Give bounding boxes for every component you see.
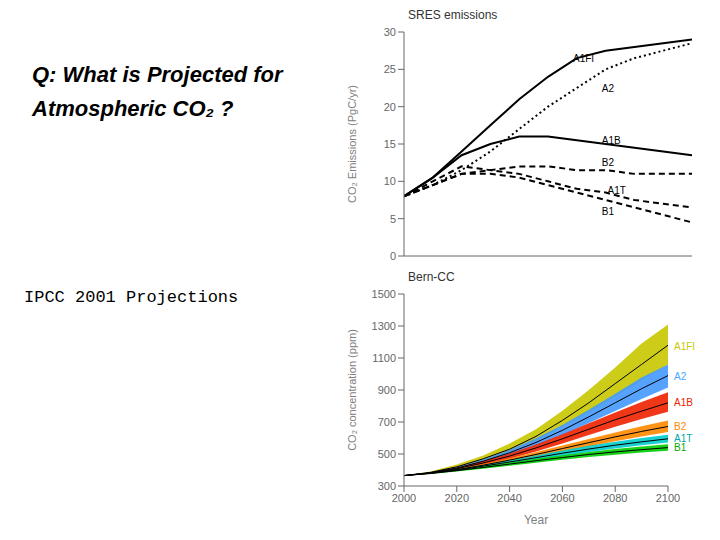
html-text:SRES emissions: SRES emissions	[408, 8, 498, 22]
svg-text:A2: A2	[674, 371, 687, 382]
svg-text:B1: B1	[602, 206, 615, 217]
svg-text:2000: 2000	[392, 492, 416, 504]
svg-text:A1FI: A1FI	[674, 341, 695, 352]
svg-text:CO₂ concentration (ppm): CO₂ concentration (ppm)	[346, 329, 358, 451]
svg-text:CO₂ Emissions (PgC/yr): CO₂ Emissions (PgC/yr)	[346, 85, 358, 203]
svg-text:B2: B2	[674, 421, 687, 432]
svg-text:15: 15	[384, 138, 396, 150]
html-text:Atmospheric CO₂ ?: Atmospheric CO₂ ?	[32, 96, 234, 121]
svg-text:Year: Year	[524, 513, 548, 527]
svg-text:1300: 1300	[372, 320, 396, 332]
svg-text:2100: 2100	[656, 492, 680, 504]
svg-text:0: 0	[390, 250, 396, 262]
svg-text:A2: A2	[602, 83, 615, 94]
svg-text:300: 300	[378, 480, 396, 492]
svg-text:5: 5	[390, 213, 396, 225]
svg-text:25: 25	[384, 63, 396, 75]
svg-text:A1B: A1B	[602, 135, 621, 146]
html-text:Q: What is Projected for: Q: What is Projected for	[32, 62, 283, 87]
svg-text:A1T: A1T	[674, 432, 693, 444]
svg-text:30: 30	[384, 26, 396, 38]
html-text:IPCC 2001 Projections: IPCC 2001 Projections	[24, 288, 239, 307]
svg-text:B1: B1	[674, 442, 687, 453]
svg-text:500: 500	[378, 448, 396, 460]
svg-text:1100: 1100	[372, 352, 396, 364]
svg-text:A1B: A1B	[674, 397, 693, 408]
svg-text:2080: 2080	[603, 492, 627, 504]
svg-text:2060: 2060	[550, 492, 574, 504]
svg-text:2020: 2020	[445, 492, 469, 504]
svg-text:2040: 2040	[497, 492, 521, 504]
svg-text:10: 10	[384, 175, 396, 187]
svg-text:1500: 1500	[372, 288, 396, 300]
svg-text:A1T: A1T	[608, 185, 626, 196]
svg-text:900: 900	[378, 384, 396, 396]
svg-text:B2: B2	[602, 157, 615, 168]
svg-text:700: 700	[378, 416, 396, 428]
svg-text:20: 20	[384, 101, 396, 113]
html-text:Bern-CC: Bern-CC	[408, 270, 455, 284]
svg-text:A1FI: A1FI	[573, 53, 594, 64]
